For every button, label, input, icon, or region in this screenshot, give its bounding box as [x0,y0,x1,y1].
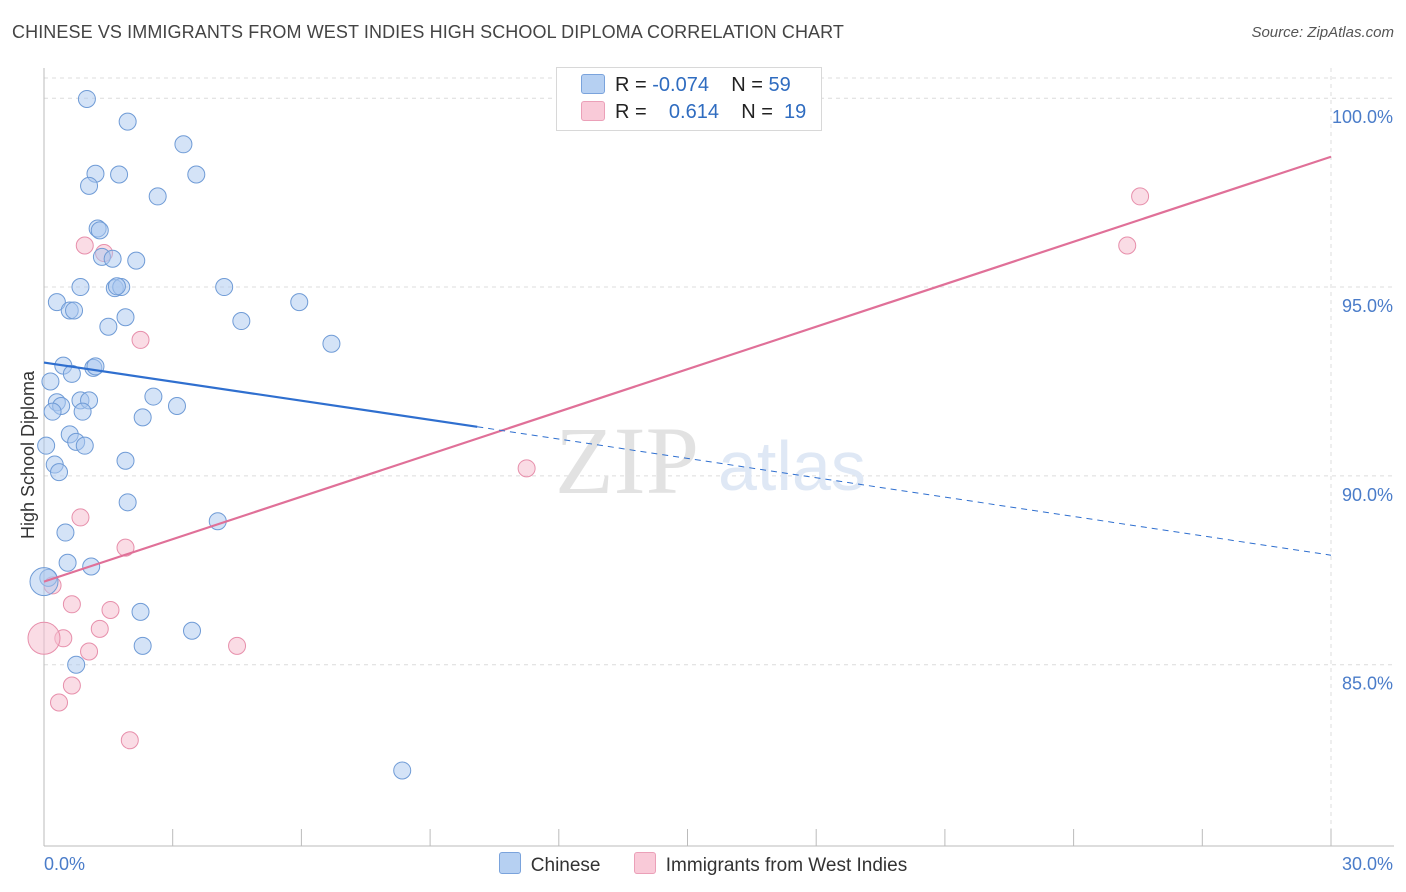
point-west-indies [116,538,135,557]
point-west-indies [517,459,536,478]
trend-line-west-indies [43,155,1332,583]
point-chinese [183,621,202,640]
point-chinese [41,372,60,391]
point-chinese [75,436,94,455]
point-chinese [67,655,86,674]
point-chinese [232,312,251,331]
point-chinese [167,397,186,416]
legend-n-label: N = [731,74,763,96]
point-chinese [116,308,135,327]
point-chinese [215,278,234,297]
point-west-indies [120,731,139,750]
stats-legend: R = -0.074 N = 59 R = 0.614 N = 19 [556,67,822,131]
legend-r-value: 0.614 [668,101,719,123]
point-chinese [103,249,122,268]
watermark-zip: ZIP [555,407,699,514]
point-chinese [65,301,84,320]
point-chinese [131,602,150,621]
trend-lines [43,155,1332,583]
point-chinese [322,334,341,353]
source-label: Source: ZipAtlas.com [1251,24,1394,41]
legend-r-value: -0.074 [652,74,709,96]
point-west-indies [1118,236,1137,255]
series-chinese [29,89,412,780]
point-chinese [43,402,62,421]
point-west-indies [131,330,150,349]
point-west-indies [80,642,99,661]
point-chinese [110,165,129,184]
trend-line-chinese-extension [477,426,1332,556]
point-west-indies [228,636,247,655]
legend-swatch-chinese [498,852,521,874]
point-chinese [90,221,109,240]
point-chinese [144,387,163,406]
x-tick-label-max: 30.0% [1342,854,1393,874]
point-west-indies [50,693,69,712]
legend-item-chinese: Chinese [498,852,601,877]
legend-n-label: N = [741,101,773,123]
point-west-indies [62,595,81,614]
y-tick-label: 100.0% [1332,107,1393,127]
point-chinese [47,293,66,312]
point-west-indies [90,619,109,638]
y-tick-label: 85.0% [1342,674,1393,694]
y-tick-label: 90.0% [1342,485,1393,505]
legend-item-west-indies: Immigrants from West Indies [633,852,908,877]
point-chinese [118,112,137,131]
point-west-indies [71,508,90,527]
watermark: ZIP atlas [555,407,866,514]
y-tick-labels: 85.0% 90.0% 95.0% 100.0% [1332,107,1393,694]
point-west-indies [75,236,94,255]
point-west-indies [62,676,81,695]
trend-line-chinese [43,361,478,428]
point-chinese [133,636,152,655]
point-chinese [393,761,412,780]
legend-swatch-west-indies [633,852,656,874]
x-tick-labels: 0.0% 30.0% [44,854,1393,874]
chart-title: CHINESE VS IMMIGRANTS FROM WEST INDIES H… [12,22,845,42]
legend-row-west-indies: R = 0.614 N = 19 [581,101,806,127]
point-chinese [86,357,105,376]
series-legend: Chinese Immigrants from West Indies [0,852,1406,877]
legend-n-value: 19 [784,101,807,123]
point-chinese [71,278,90,297]
point-chinese [37,436,56,455]
point-chinese [133,408,152,427]
point-chinese [56,523,75,542]
point-chinese [116,451,135,470]
legend-row-chinese: R = -0.074 N = 59 [581,74,791,100]
point-chinese [62,364,81,383]
point-chinese [127,251,146,270]
point-west-indies [27,621,61,655]
watermark-atlas: atlas [718,427,866,505]
y-tick-label: 95.0% [1342,296,1393,316]
point-chinese [107,277,126,296]
point-chinese [118,493,137,512]
y-axis-label: High School Diploma [18,370,38,539]
legend-swatch-pink [581,101,605,121]
series-west-indies [27,187,1150,750]
point-west-indies [1131,187,1150,206]
legend-r-label: R = [615,74,647,96]
point-chinese [187,165,206,184]
point-chinese [148,187,167,206]
legend-r-label: R = [615,101,647,123]
point-chinese [77,89,96,108]
legend-label-west-indies: Immigrants from West Indies [665,855,908,876]
point-chinese [290,293,309,312]
legend-swatch-blue [581,74,605,94]
point-chinese [80,176,99,195]
axes [43,68,1394,847]
point-chinese [58,553,77,572]
point-chinese [50,463,69,482]
point-chinese [174,135,193,154]
point-chinese [73,402,92,421]
point-west-indies [101,600,120,619]
point-chinese [99,317,118,336]
x-tick-label-min: 0.0% [44,854,85,874]
legend-label-chinese: Chinese [530,855,601,876]
legend-n-value: 59 [768,74,791,96]
